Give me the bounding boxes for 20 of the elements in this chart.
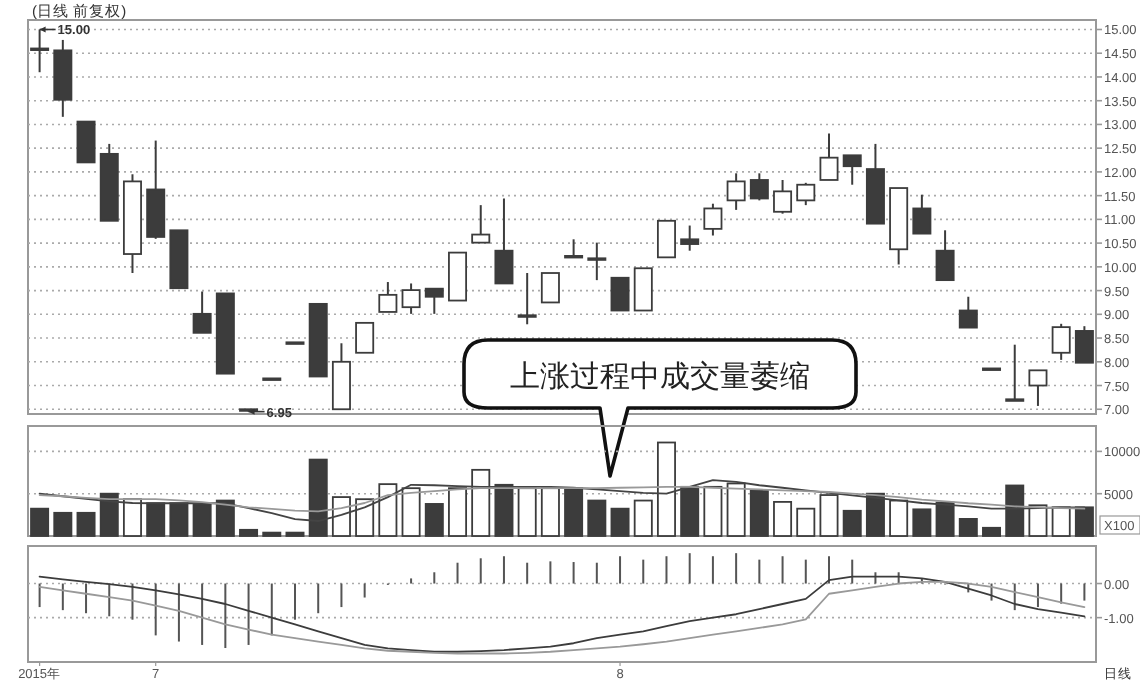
annotation: 上涨过程中成交量萎缩 <box>510 360 810 394</box>
bar <box>30 507 50 537</box>
bar <box>610 507 630 537</box>
candlestick <box>30 28 50 74</box>
bar <box>912 508 932 537</box>
bar <box>587 499 607 537</box>
bar <box>982 526 1002 537</box>
bar <box>773 501 793 537</box>
bar <box>749 489 769 537</box>
bar <box>633 499 653 537</box>
bar <box>842 509 862 537</box>
line-series <box>38 485 1086 513</box>
bar <box>958 518 978 537</box>
bar <box>424 503 444 537</box>
bar <box>76 511 96 537</box>
candlestick <box>587 241 607 282</box>
candlestick <box>401 282 421 315</box>
bar <box>53 511 73 537</box>
bar <box>239 528 259 537</box>
bar <box>796 507 816 537</box>
